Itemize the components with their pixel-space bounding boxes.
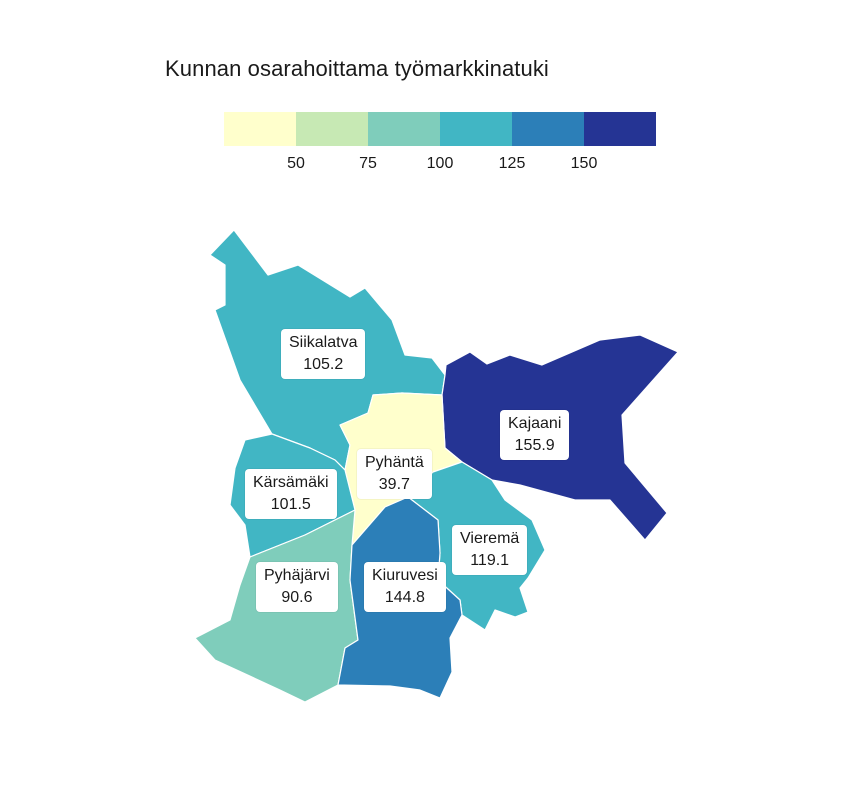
region-name: Kajaani: [508, 415, 562, 432]
legend-tick-150: 150: [570, 155, 598, 172]
region-name: Kärsämäki: [253, 474, 329, 491]
legend-tick-75: 75: [359, 155, 377, 172]
region-name: Kiuruvesi: [372, 567, 438, 584]
label-siikalatva: Siikalatva 105.2: [281, 329, 366, 379]
legend-swatch-3: [368, 112, 440, 146]
legend-swatch-2: [296, 112, 368, 146]
label-vierema: Vieremä 119.1: [452, 525, 528, 575]
region-name: Pyhäntä: [365, 454, 424, 471]
region-name: Vieremä: [460, 530, 520, 547]
region-value: 39.7: [378, 476, 410, 493]
legend-swatch-5: [512, 112, 584, 146]
legend-tick-50: 50: [287, 155, 305, 172]
color-legend: 50 75 100 125 150: [0, 0, 864, 200]
region-value: 155.9: [514, 437, 555, 454]
region-value: 101.5: [270, 496, 311, 513]
label-pyhanta: Pyhäntä 39.7: [357, 449, 432, 499]
legend-tick-125: 125: [498, 155, 526, 172]
label-karsamaki: Kärsämäki 101.5: [245, 469, 337, 519]
legend-swatch-1: [224, 112, 296, 146]
map-title: Kunnan osarahoittama työmarkkinatuki: [165, 56, 549, 81]
region-name: Siikalatva: [289, 334, 358, 351]
region-name: Pyhäjärvi: [264, 567, 330, 584]
region-value: 90.6: [281, 589, 313, 606]
legend-swatch-4: [440, 112, 512, 146]
legend-tick-100: 100: [426, 155, 454, 172]
legend-swatch-6: [584, 112, 656, 146]
label-kajaani: Kajaani 155.9: [500, 410, 570, 460]
label-pyhajarvi: Pyhäjärvi 90.6: [256, 562, 338, 612]
region-value: 105.2: [303, 356, 344, 373]
region-value: 119.1: [470, 552, 510, 569]
region-value: 144.8: [384, 589, 425, 606]
label-kiuruvesi: Kiuruvesi 144.8: [364, 562, 446, 612]
